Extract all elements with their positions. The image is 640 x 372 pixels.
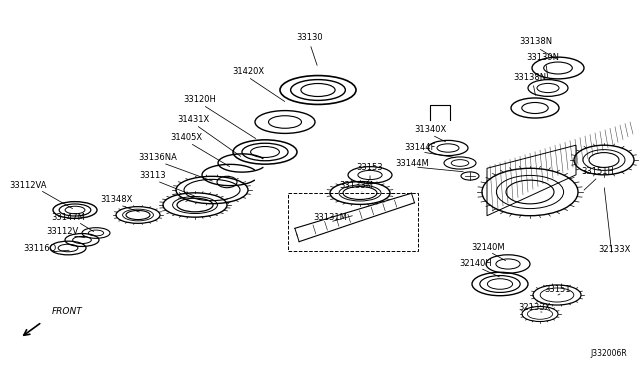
Text: 33138N: 33138N <box>520 38 552 46</box>
Text: 33120H: 33120H <box>184 96 216 105</box>
Text: 31340X: 31340X <box>414 125 446 135</box>
Text: 31420X: 31420X <box>232 67 264 77</box>
Text: 33116Q: 33116Q <box>24 244 56 253</box>
Text: 33113: 33113 <box>140 171 166 180</box>
Text: 32133X: 32133X <box>598 246 630 254</box>
Text: 33151H: 33151H <box>582 167 614 176</box>
Text: 33151: 33151 <box>545 285 572 295</box>
Text: 33138N: 33138N <box>513 74 547 83</box>
Text: 31348X: 31348X <box>100 196 132 205</box>
Text: 32140H: 32140H <box>460 260 492 269</box>
Text: 33112VA: 33112VA <box>9 180 47 189</box>
Text: 32140M: 32140M <box>471 244 505 253</box>
Text: 33144F: 33144F <box>404 144 436 153</box>
Text: 32133X: 32133X <box>518 304 550 312</box>
Text: 33147M: 33147M <box>51 214 85 222</box>
Text: 33130: 33130 <box>297 33 323 42</box>
Text: 31405X: 31405X <box>170 134 202 142</box>
Text: 31431X: 31431X <box>177 115 209 125</box>
Text: 33133M: 33133M <box>339 180 373 189</box>
Text: 33131M: 33131M <box>313 214 347 222</box>
Text: 33144M: 33144M <box>395 160 429 169</box>
Text: 33139N: 33139N <box>527 54 559 62</box>
Text: J332006R: J332006R <box>590 349 627 358</box>
Text: FRONT: FRONT <box>52 307 83 316</box>
Text: 33112V: 33112V <box>46 228 78 237</box>
Text: 33153: 33153 <box>356 164 383 173</box>
Text: 33136NA: 33136NA <box>139 154 177 163</box>
